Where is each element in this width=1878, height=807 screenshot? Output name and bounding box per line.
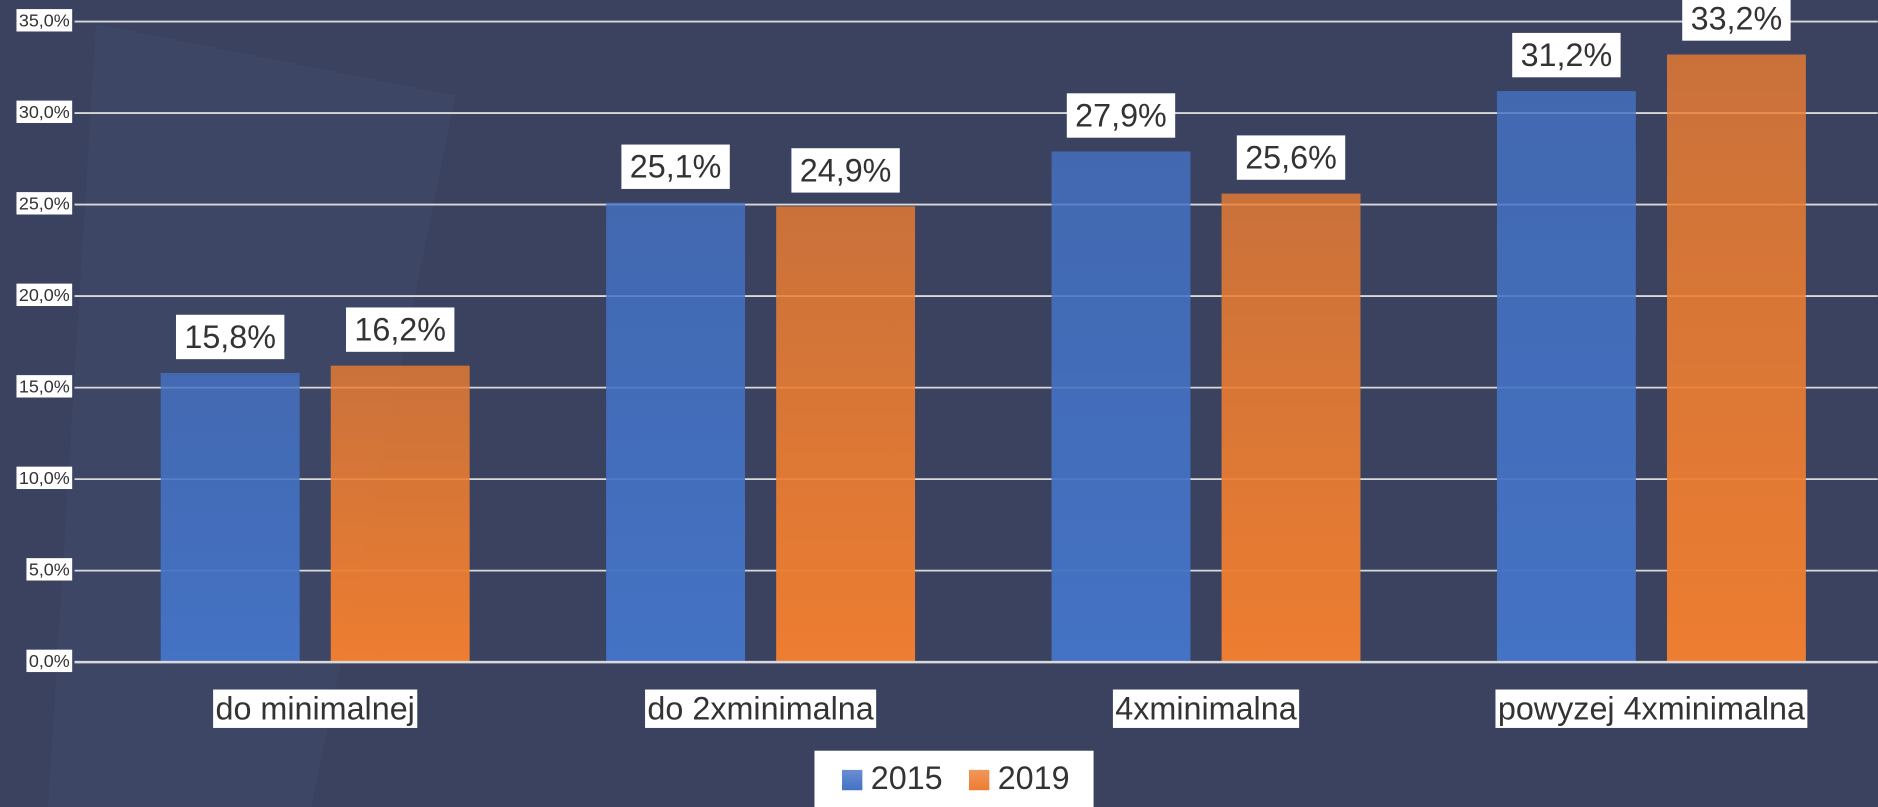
y-tick-label: 10,0%	[19, 468, 70, 488]
y-tick-label: 30,0%	[19, 102, 70, 122]
data-label: 31,2%	[1521, 37, 1613, 73]
x-tick-label: do minimalnej	[216, 691, 415, 727]
x-tick-label-box	[1495, 689, 1808, 728]
y-tick-label: 5,0%	[29, 559, 70, 579]
y-tick-label-box	[16, 100, 73, 123]
y-tick-label-box	[16, 192, 73, 215]
data-label: 27,9%	[1075, 98, 1167, 134]
data-label: 15,8%	[184, 319, 276, 355]
y-tick-label-box	[16, 283, 73, 307]
bar	[1666, 54, 1806, 663]
x-tick-label-box	[1112, 689, 1300, 728]
y-tick-label: 0,0%	[29, 651, 70, 671]
legend-swatch	[968, 769, 990, 791]
bar	[776, 206, 916, 663]
data-label-box	[346, 307, 455, 352]
x-tick-label: 4xminimalna	[1115, 691, 1296, 727]
data-label-box	[1236, 135, 1346, 180]
data-label-box	[1512, 32, 1621, 78]
data-label-box	[175, 314, 285, 360]
data-label-box	[621, 144, 730, 189]
y-tick-label-box	[26, 649, 73, 673]
y-tick-label-box	[16, 466, 73, 490]
y-tick-label: 20,0%	[19, 285, 70, 305]
data-label: 24,9%	[800, 152, 892, 188]
y-tick-label: 25,0%	[19, 193, 70, 213]
y-tick-label: 15,0%	[19, 376, 70, 396]
bar	[1051, 151, 1191, 663]
bar	[160, 372, 300, 663]
legend-label: 2015	[871, 760, 943, 796]
data-label: 16,2%	[354, 312, 446, 348]
x-tick-label-box	[645, 689, 877, 728]
y-tick-label-box	[16, 9, 73, 32]
y-tick-label: 35,0%	[19, 10, 70, 30]
y-tick-label-box	[26, 558, 73, 581]
bar	[606, 202, 746, 663]
x-tick-label: powyzej 4xminimalna	[1498, 691, 1805, 727]
data-label-box	[1066, 93, 1176, 138]
data-label-box	[1682, 0, 1791, 41]
data-label: 25,1%	[630, 149, 722, 185]
data-label-box	[791, 148, 900, 193]
y-tick-label-box	[16, 375, 73, 398]
data-label: 33,2%	[1691, 1, 1783, 37]
legend-swatch	[842, 769, 863, 791]
bar	[330, 365, 470, 663]
bar	[1496, 91, 1636, 663]
data-label: 25,6%	[1245, 140, 1337, 176]
x-tick-label: do 2xminimalna	[647, 691, 873, 727]
x-tick-label-box	[213, 689, 418, 728]
bar	[1221, 193, 1361, 663]
legend-label: 2019	[998, 760, 1070, 796]
